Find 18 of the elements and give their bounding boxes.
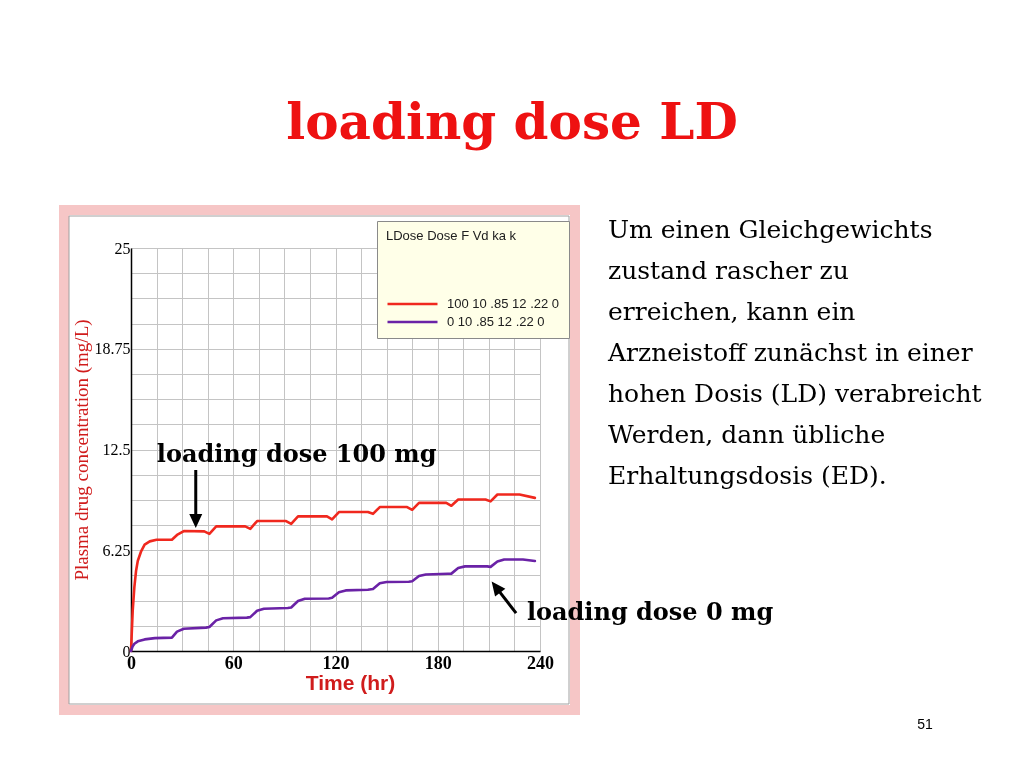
x-tick-label: 60 [224,652,243,673]
annotation: loading dose 100 mg [156,439,437,469]
annotation: loading dose 0 mg [526,597,774,627]
y-tick-label: 12.5 [102,441,131,458]
legend-label: 0 10 .85 12 .22 0 [447,314,545,329]
y-axis-title: Plasma drug concentration (mg/L) [70,319,93,581]
y-tick-label: 25 [114,239,131,257]
y-tick-label: 6.25 [102,541,131,559]
text: 51 [917,716,933,732]
x-axis-title: Time (hr) [305,670,396,694]
text: Um einen Gleichgewichts zustand rascher zu erreichen, kann ein Arzneistoff zunächst in einer hohen Dosis (LD) verabreicht Werden, dann übliche Erhaltungsdosis (ED). [607,215,982,490]
x-tick-label: 180 [424,652,452,673]
x-tick-label: 120 [322,652,350,673]
legend-title: LDose Dose F Vd ka k [386,228,517,243]
x-tick-label: 240 [527,652,554,673]
y-tick-label: 18.75 [94,340,131,358]
legend-label: 100 10 .85 12 .22 0 [447,296,560,311]
chart-title: loading dose LD [286,92,738,151]
